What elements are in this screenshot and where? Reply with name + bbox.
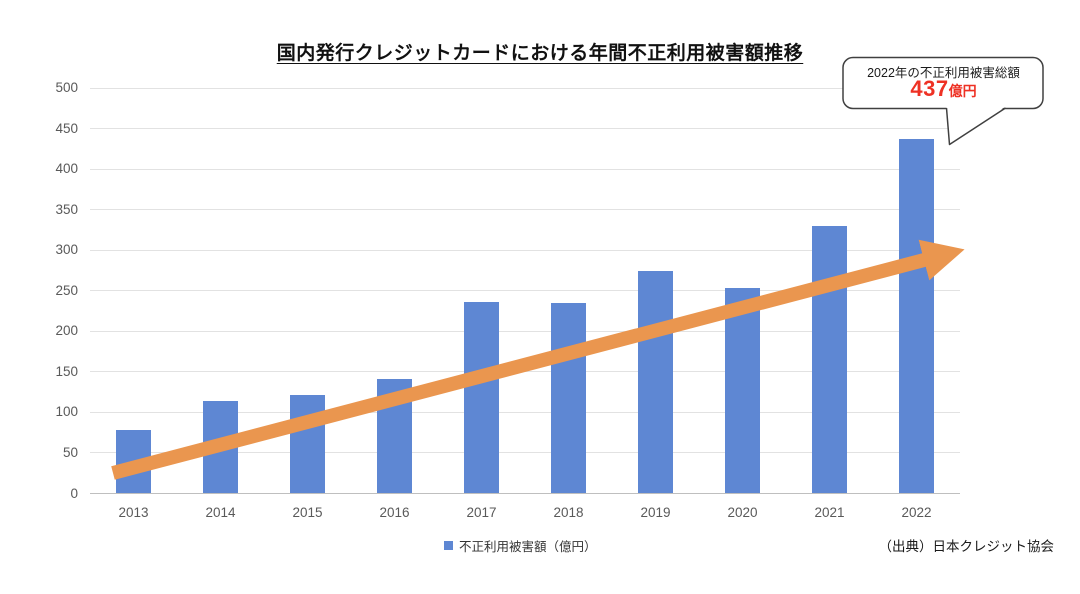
y-tick-label: 450 bbox=[55, 120, 78, 136]
gridline bbox=[90, 128, 960, 130]
y-tick-label: 50 bbox=[62, 444, 78, 460]
callout-amount: 437億円 bbox=[843, 76, 1044, 102]
x-tick-label: 2020 bbox=[727, 505, 758, 520]
callout-amount-number: 437 bbox=[910, 76, 949, 101]
x-tick-label: 2022 bbox=[901, 505, 932, 520]
source-note: （出典）日本クレジット協会 bbox=[878, 539, 1055, 554]
bar-2022 bbox=[899, 139, 934, 494]
bar-2018 bbox=[551, 302, 586, 494]
bar-2015 bbox=[290, 395, 325, 494]
legend: 不正利用被害額（億円） bbox=[444, 536, 597, 555]
y-tick-label: 100 bbox=[55, 404, 78, 420]
gridline bbox=[90, 168, 960, 170]
y-tick-label: 250 bbox=[55, 282, 78, 298]
x-axis-line bbox=[90, 493, 960, 494]
bar-2014 bbox=[203, 401, 238, 494]
y-tick-label: 0 bbox=[70, 485, 78, 501]
x-tick-label: 2016 bbox=[379, 505, 410, 520]
gridline bbox=[90, 87, 960, 89]
gridline bbox=[90, 209, 960, 211]
y-tick-label: 400 bbox=[55, 161, 78, 177]
bar-2017 bbox=[464, 302, 499, 494]
bar-2013 bbox=[116, 430, 151, 494]
x-tick-label: 2021 bbox=[814, 505, 845, 520]
legend-label: 不正利用被害額（億円） bbox=[459, 540, 597, 554]
x-tick-label: 2017 bbox=[466, 505, 497, 520]
chart-title: 国内発行クレジットカードにおける年間不正利用被害額推移 bbox=[276, 43, 804, 64]
bar-2021 bbox=[812, 225, 847, 494]
x-tick-label: 2018 bbox=[553, 505, 584, 520]
gridline bbox=[90, 249, 960, 251]
x-tick-label: 2014 bbox=[205, 505, 236, 520]
y-tick-label: 350 bbox=[55, 201, 78, 217]
legend-swatch-icon bbox=[444, 541, 453, 550]
x-tick-label: 2015 bbox=[292, 505, 323, 520]
callout-amount-unit: 億円 bbox=[948, 83, 977, 99]
x-tick-label: 2013 bbox=[118, 505, 149, 520]
y-tick-label: 500 bbox=[55, 80, 78, 95]
y-tick-label: 300 bbox=[55, 242, 78, 258]
x-tick-label: 2019 bbox=[640, 505, 671, 520]
bar-2019 bbox=[638, 271, 673, 494]
bar-2016 bbox=[377, 379, 412, 494]
y-tick-label: 200 bbox=[55, 323, 78, 339]
y-tick-label: 150 bbox=[55, 363, 78, 379]
bar-2020 bbox=[725, 288, 760, 494]
